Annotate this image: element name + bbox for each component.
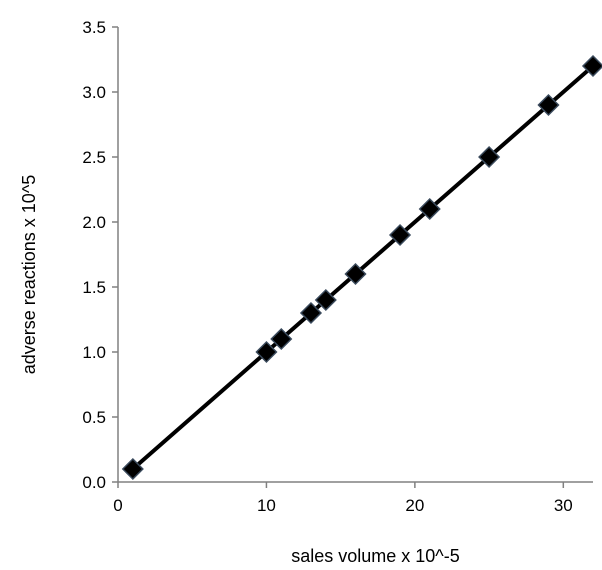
data-point-marker (255, 340, 278, 364)
data-point-marker (299, 301, 323, 325)
x-tick-label: 30 (554, 496, 573, 515)
data-point-marker (478, 145, 501, 169)
x-tick-label: 10 (257, 496, 276, 515)
y-tick-label: 3.5 (82, 18, 106, 37)
y-tick-label: 3.0 (82, 83, 106, 102)
x-axis: 0 10 20 30 (113, 481, 593, 515)
y-tick-label: 1.0 (82, 343, 106, 362)
y-tick-label: 0.5 (82, 408, 106, 427)
y-axis: 0.0 0.5 1.0 1.5 2.0 2.5 3.0 3.5 (82, 18, 119, 492)
data-point-marker (418, 197, 441, 221)
data-point-marker (388, 223, 412, 247)
series-line (131, 64, 595, 471)
y-tick-label: 2.0 (82, 213, 106, 232)
y-tick-label: 0.0 (82, 473, 106, 492)
series-group (121, 54, 602, 481)
data-point-marker (270, 327, 293, 351)
x-axis-title: sales volume x 10^-5 (291, 546, 460, 566)
data-point-marker (121, 457, 144, 481)
data-point-marker (314, 288, 337, 312)
data-point-marker (537, 93, 560, 117)
y-axis-title: adverse reactions x 10^5 (19, 175, 39, 375)
y-tick-label: 1.5 (82, 278, 106, 297)
x-tick-label: 20 (405, 496, 424, 515)
data-point-marker (344, 262, 367, 286)
y-tick-label: 2.5 (82, 148, 106, 167)
data-point-marker (581, 54, 602, 78)
x-tick-label: 0 (113, 496, 122, 515)
